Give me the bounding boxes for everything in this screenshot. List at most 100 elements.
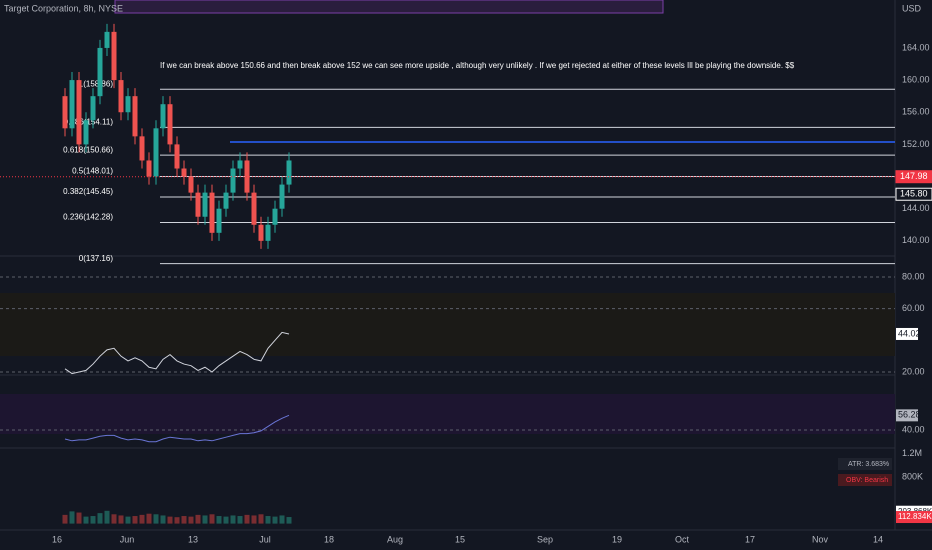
candle-body bbox=[153, 128, 159, 177]
candle-body bbox=[146, 160, 152, 177]
currency: USD bbox=[902, 3, 922, 13]
pane-tag-label: 44.02 bbox=[898, 328, 921, 338]
volume-bar bbox=[132, 516, 138, 524]
volume-bar bbox=[279, 515, 285, 524]
candle-body bbox=[286, 160, 292, 185]
candle-body bbox=[83, 120, 89, 145]
volume-bar bbox=[237, 516, 243, 524]
price-tag-label: 145.80 bbox=[900, 189, 928, 199]
candle-body bbox=[160, 104, 166, 129]
zone-box bbox=[114, 0, 664, 14]
fib-label: 0.5(148.01) bbox=[72, 167, 113, 176]
volume-tag-label: 112.834K bbox=[898, 512, 932, 521]
candle-body bbox=[188, 176, 194, 193]
volume-bar bbox=[160, 515, 166, 524]
candle-body bbox=[132, 96, 138, 137]
candle-body bbox=[251, 192, 257, 225]
pane-tag-label: 56.28 bbox=[898, 410, 921, 420]
time-label: Jul bbox=[259, 534, 271, 544]
obv-box bbox=[838, 474, 892, 486]
price-tick-label: 144.00 bbox=[902, 203, 930, 213]
volume-bar bbox=[90, 516, 96, 524]
candle-body bbox=[216, 208, 222, 233]
fib-label: 0(137.16) bbox=[79, 254, 114, 263]
fib-label: 0.236(142.28) bbox=[63, 213, 113, 222]
candle-body bbox=[209, 192, 215, 233]
candle-body bbox=[202, 192, 208, 217]
osc-band bbox=[0, 394, 895, 434]
volume-tick-label: 800K bbox=[902, 471, 923, 481]
price-tick-label: 164.00 bbox=[902, 42, 930, 52]
candle-body bbox=[230, 168, 236, 193]
candle-body bbox=[118, 80, 124, 113]
candle-body bbox=[265, 224, 271, 241]
fib-label: 0.618(150.66) bbox=[63, 145, 113, 154]
volume-bar bbox=[146, 513, 152, 524]
fib-label: 0.382(145.45) bbox=[63, 187, 113, 196]
pane-tick-label: 40.00 bbox=[902, 424, 925, 434]
volume-bar bbox=[76, 512, 82, 524]
volume-bar bbox=[272, 516, 278, 524]
atr-label: ATR: 3.683% bbox=[848, 461, 889, 468]
obv-label: OBV: Bearish bbox=[846, 477, 888, 484]
candle-body bbox=[237, 160, 243, 169]
volume-bar bbox=[62, 514, 68, 524]
osc-line bbox=[64, 414, 290, 443]
time-label: 14 bbox=[873, 534, 883, 544]
time-label: 15 bbox=[455, 534, 465, 544]
time-label: 13 bbox=[188, 534, 198, 544]
candle-body bbox=[90, 96, 96, 121]
fib-label: 1(158.86) bbox=[79, 79, 114, 88]
candle-body bbox=[111, 31, 117, 81]
volume-bar bbox=[167, 516, 173, 524]
volume-bar bbox=[216, 516, 222, 524]
volume-bar bbox=[69, 511, 75, 524]
price-tag bbox=[895, 187, 932, 201]
annotation: If we can break above 150.66 and then br… bbox=[160, 61, 795, 70]
volume-bar bbox=[188, 516, 194, 524]
time-label: Jun bbox=[120, 534, 135, 544]
time-label: 19 bbox=[612, 534, 622, 544]
volume-bar bbox=[97, 513, 103, 524]
volume-bar bbox=[139, 514, 145, 524]
volume-bar bbox=[265, 516, 271, 524]
time-label: Oct bbox=[675, 534, 690, 544]
rsi-line bbox=[64, 331, 290, 375]
price-tick-label: 152.00 bbox=[902, 139, 930, 149]
volume-bar bbox=[230, 515, 236, 524]
volume-bar bbox=[83, 516, 89, 524]
price-tick-label: 156.00 bbox=[902, 107, 930, 117]
candle-body bbox=[279, 184, 285, 209]
candle-body bbox=[223, 192, 229, 209]
volume-bar bbox=[118, 515, 124, 524]
volume-bar bbox=[202, 515, 208, 524]
rsi-band bbox=[0, 293, 895, 356]
volume-bar bbox=[153, 514, 159, 524]
time-label: 17 bbox=[745, 534, 755, 544]
pane-tick-label: 20.00 bbox=[902, 366, 925, 376]
volume-bar bbox=[104, 510, 110, 524]
candle-body bbox=[258, 224, 264, 241]
volume-bar bbox=[251, 515, 257, 524]
pane-tick-label: 60.00 bbox=[902, 303, 925, 313]
candle-body bbox=[97, 47, 103, 97]
volume-bar bbox=[181, 516, 187, 524]
volume-bar bbox=[125, 516, 131, 524]
volume-bar bbox=[195, 514, 201, 524]
pane-tick-label: 80.00 bbox=[902, 271, 925, 281]
volume-bar bbox=[258, 514, 264, 524]
volume-bar bbox=[174, 517, 180, 524]
volume-bar bbox=[286, 517, 292, 524]
atr-box bbox=[838, 458, 892, 470]
price-tick-label: 140.00 bbox=[902, 235, 930, 245]
candle-body bbox=[62, 96, 68, 129]
candle-body bbox=[76, 80, 82, 145]
time-label: 16 bbox=[52, 534, 62, 544]
symbol-title: Target Corporation, 8h, NYSE bbox=[4, 3, 123, 13]
candle-body bbox=[195, 192, 201, 217]
volume-bar bbox=[209, 514, 215, 524]
time-label: 18 bbox=[324, 534, 334, 544]
volume-tick-label: 1.2M bbox=[902, 448, 922, 458]
time-label: Aug bbox=[387, 534, 403, 544]
